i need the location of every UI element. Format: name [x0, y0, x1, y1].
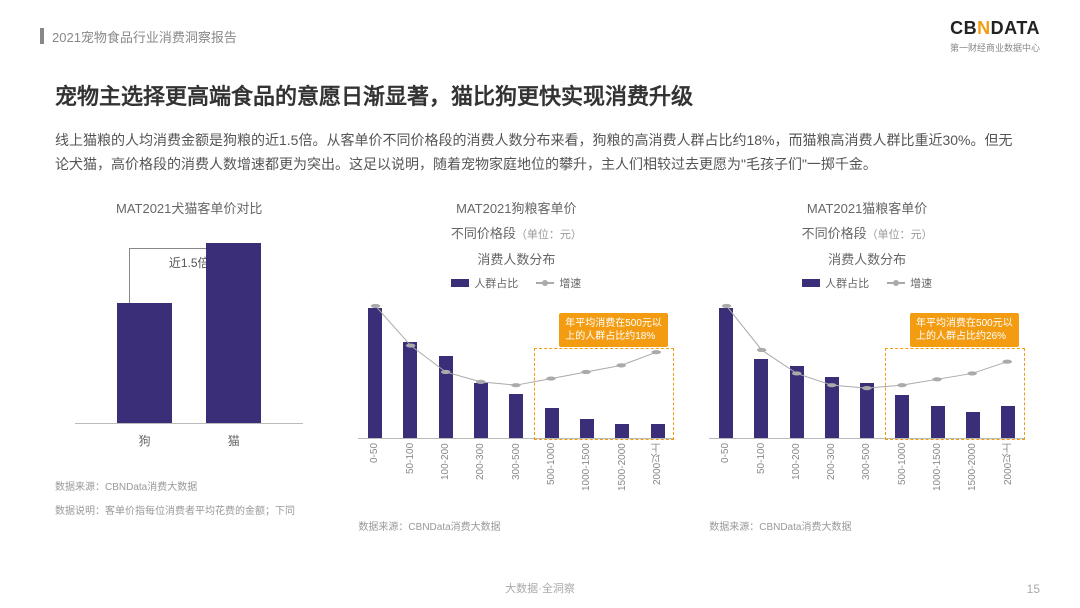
chart3-source: 数据来源：CBNData消费大数据 [709, 521, 1025, 535]
chart1-bar [206, 243, 261, 423]
chart3-plot: 年平均消费在500元以 上的人群占比约26% [709, 299, 1025, 439]
chart2-column: MAT2021狗粮客单价 不同价格段（单位：元） 消费人数分布 人群占比 增速 … [358, 199, 674, 536]
chart2-title: MAT2021狗粮客单价 [358, 199, 674, 219]
chart-category-label: 50-100 [394, 443, 427, 511]
chart-category-label: 300-500 [500, 443, 533, 511]
chart3-legend: 人群占比 增速 [709, 275, 1025, 291]
chart2-highlight-box [534, 348, 674, 440]
chart-category-label: 100-200 [429, 443, 462, 511]
header-marker [40, 28, 44, 44]
chart-bar [719, 308, 733, 438]
chart2-subtitle1: 不同价格段（单位：元） [358, 224, 674, 244]
chart-bar [790, 366, 804, 438]
legend-line: 增速 [536, 275, 581, 291]
chart3-column: MAT2021猫粮客单价 不同价格段（单位：元） 消费人数分布 人群占比 增速 … [709, 199, 1025, 536]
chart1-plot: 近1.5倍 [75, 224, 303, 424]
chart2-plot: 年平均消费在500元以 上的人群占比约18% [358, 299, 674, 439]
chart-category-label: 300-500 [850, 443, 883, 511]
report-title: 2021宠物食品行业消费洞察报告 [52, 27, 237, 46]
chart2-callout: 年平均消费在500元以 上的人群占比约18% [559, 313, 668, 347]
chart1-bar [117, 303, 172, 423]
legend-bar: 人群占比 [451, 275, 518, 291]
brand-logo: CBNDATA 第一财经商业数据中心 [950, 18, 1040, 54]
chart-bar [825, 377, 839, 438]
header-left: 2021宠物食品行业消费洞察报告 [40, 27, 237, 46]
chart1-note: 数据说明：客单价指每位消费者平均花费的金额；下同 [55, 505, 323, 519]
chart3-callout: 年平均消费在500元以 上的人群占比约26% [910, 313, 1019, 347]
chart-category-label: 1000-1500 [570, 443, 603, 511]
legend-bar: 人群占比 [802, 275, 869, 291]
chart2-subtitle2: 消费人数分布 [358, 250, 674, 270]
charts-row: MAT2021犬猫客单价对比 近1.5倍 狗 猫 数据来源：CBNData消费大数… [55, 199, 1025, 536]
chart2-source: 数据来源：CBNData消费大数据 [358, 521, 674, 535]
main-content: 宠物主选择更高端食品的意愿日渐显著，猫比狗更快实现消费升级 线上猫粮的人均消费金… [0, 64, 1080, 535]
chart1-column: MAT2021犬猫客单价对比 近1.5倍 狗 猫 数据来源：CBNData消费大数… [55, 199, 323, 536]
chart-category-label: 2000以上 [641, 443, 674, 511]
chart1-source: 数据来源：CBNData消费大数据 [55, 481, 323, 495]
body-paragraph: 线上猫粮的人均消费金额是狗粮的近1.5倍。从客单价不同价格段的消费人数分布来看，… [55, 129, 1025, 177]
chart-category-label: 1000-1500 [921, 443, 954, 511]
chart3-highlight-box [885, 348, 1025, 440]
chart-category-label: 50-100 [745, 443, 778, 511]
chart3-subtitle2: 消费人数分布 [709, 250, 1025, 270]
chart-category-label: 1500-2000 [956, 443, 989, 511]
chart1-category-label: 猫 [206, 432, 261, 449]
chart-category-label: 2000以上 [992, 443, 1025, 511]
chart2-legend: 人群占比 增速 [358, 275, 674, 291]
chart-category-label: 100-200 [780, 443, 813, 511]
chart1-title: MAT2021犬猫客单价对比 [55, 199, 323, 219]
chart-category-label: 500-1000 [886, 443, 919, 511]
page-number: 15 [1027, 582, 1040, 596]
legend-line: 增速 [887, 275, 932, 291]
chart3-title: MAT2021猫粮客单价 [709, 199, 1025, 219]
logo-text: CBNDATA [950, 18, 1040, 39]
logo-subtitle: 第一财经商业数据中心 [950, 41, 1040, 54]
chart-bar [403, 342, 417, 438]
chart-bar [509, 394, 523, 438]
page-header: 2021宠物食品行业消费洞察报告 CBNDATA 第一财经商业数据中心 [0, 0, 1080, 64]
chart-category-label: 200-300 [815, 443, 848, 511]
chart-category-label: 1500-2000 [606, 443, 639, 511]
chart-bar [860, 383, 874, 438]
chart-bar [368, 308, 382, 438]
chart1-category-label: 狗 [117, 432, 172, 449]
chart-bar [754, 359, 768, 438]
logo-x-icon: N [977, 18, 991, 38]
chart-bar [474, 383, 488, 438]
chart-bar [439, 356, 453, 438]
chart-category-label: 0-50 [358, 443, 391, 511]
chart-category-label: 200-300 [464, 443, 497, 511]
chart-category-label: 500-1000 [535, 443, 568, 511]
page-footer: 大数据·全洞察 [0, 580, 1080, 596]
chart3-subtitle1: 不同价格段（单位：元） [709, 224, 1025, 244]
chart-category-label: 0-50 [709, 443, 742, 511]
page-title: 宠物主选择更高端食品的意愿日渐显著，猫比狗更快实现消费升级 [55, 79, 1025, 111]
